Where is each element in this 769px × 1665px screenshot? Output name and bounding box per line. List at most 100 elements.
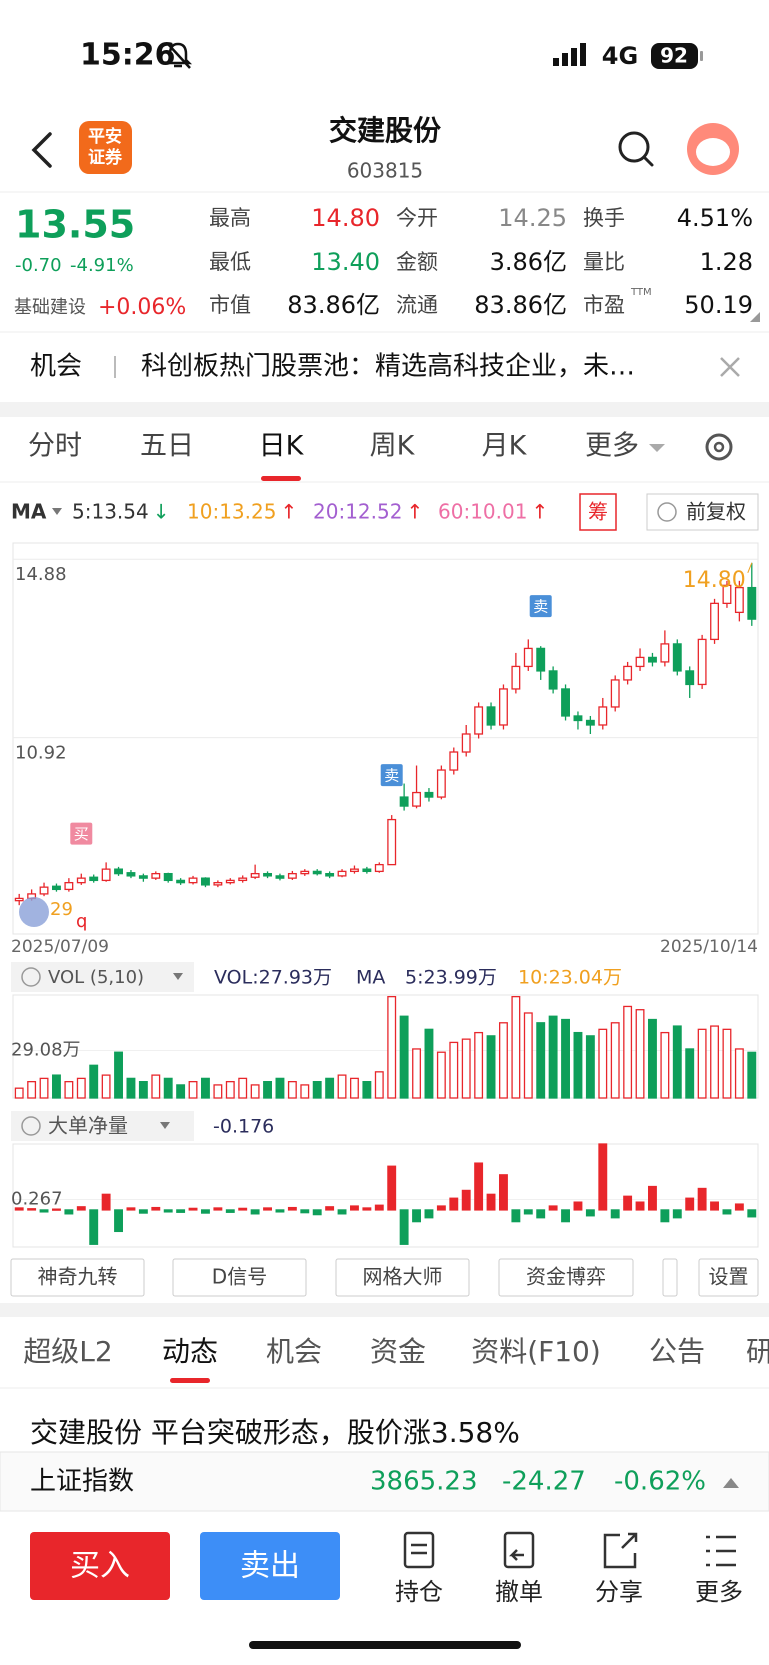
bar: [486, 1035, 496, 1099]
bar: [287, 1081, 297, 1099]
search-button[interactable]: [618, 131, 650, 163]
action-label[interactable]: 撤单: [495, 1578, 543, 1606]
info-tab[interactable]: 动态: [162, 1335, 218, 1368]
candle-body: [747, 586, 757, 620]
tab[interactable]: 五日: [140, 431, 194, 462]
ma-trend: ↑: [531, 500, 548, 524]
network: 4G: [602, 42, 638, 70]
tool-button[interactable]: [10, 1258, 145, 1297]
bar: [561, 1018, 570, 1099]
field-label: 最低: [209, 250, 251, 274]
bar: [710, 1025, 719, 1099]
candle-body: [64, 881, 74, 891]
bar: [350, 1077, 359, 1099]
bar: [561, 1209, 570, 1223]
tool-button[interactable]: [662, 1258, 678, 1297]
bar: [27, 1081, 37, 1099]
tab[interactable]: 周K: [370, 431, 416, 462]
bar: [287, 1206, 297, 1211]
bar: [238, 1207, 248, 1211]
buy-label: 买入: [70, 1549, 130, 1584]
tool-label: D信号: [212, 1265, 267, 1289]
candle-body: [499, 688, 508, 726]
info-tab[interactable]: 机会: [266, 1335, 322, 1368]
overlay-label: q: [76, 911, 87, 932]
action-icons: [403, 1531, 736, 1569]
netflow-frame: [12, 1143, 759, 1248]
info-tabs: 超级L2 动态 机会 资金 资料(F10) 公告 研: [23, 1335, 769, 1383]
candle-body: [648, 656, 657, 663]
ma-label[interactable]: MA: [11, 500, 47, 524]
bar: [499, 1022, 508, 1099]
signal-icon: [553, 43, 586, 66]
action-label[interactable]: 持仓: [395, 1578, 443, 1606]
field-sup: TTM: [630, 287, 652, 298]
mute-icon: [163, 42, 193, 69]
action-label[interactable]: 更多: [695, 1578, 743, 1606]
avatar-face: [696, 138, 730, 166]
x-tick-label: 2025/10/14: [660, 937, 758, 957]
index-bar[interactable]: [0, 1451, 769, 1512]
news-headline[interactable]: 交建股份 平台突破形态，股价涨3.58%: [30, 1416, 520, 1449]
adjust-button[interactable]: [646, 493, 759, 531]
candle-body: [238, 877, 248, 882]
tab[interactable]: 分时: [28, 431, 82, 462]
bar: [138, 1081, 148, 1099]
back-button[interactable]: [31, 132, 52, 168]
action-label[interactable]: 分享: [595, 1578, 643, 1606]
info-tab[interactable]: 公告: [649, 1335, 705, 1368]
candle-body: [623, 665, 633, 681]
bar: [300, 1084, 310, 1099]
bar: [523, 1209, 533, 1215]
sell-button[interactable]: [200, 1532, 340, 1600]
info-tab[interactable]: 超级L2: [23, 1335, 112, 1368]
tab[interactable]: 月K: [482, 431, 528, 462]
chip-button[interactable]: [579, 493, 617, 531]
candle-body: [126, 872, 136, 877]
info-tab[interactable]: 资料(F10): [471, 1335, 601, 1368]
tab[interactable]: 更多: [585, 431, 639, 462]
vol-value: VOL:27.93万: [214, 967, 332, 989]
candle-body: [561, 688, 570, 717]
field-value: 14.25: [498, 204, 567, 232]
bar: [499, 1174, 508, 1211]
bar: [523, 1012, 533, 1099]
tab[interactable]: 日K: [259, 431, 305, 462]
info-tab[interactable]: 研: [746, 1335, 769, 1368]
bar: [672, 1025, 682, 1099]
bar: [213, 1084, 223, 1099]
field-value: 3.86亿: [490, 248, 567, 276]
bar: [660, 1209, 670, 1223]
banner-tag[interactable]: 机会: [30, 352, 82, 382]
bar: [734, 1048, 744, 1099]
banner-close[interactable]: [720, 357, 740, 377]
tool-button[interactable]: [498, 1258, 634, 1297]
field-label: 换手: [583, 206, 625, 230]
bar: [263, 1081, 272, 1099]
bar: [697, 1187, 707, 1211]
tool-button[interactable]: [172, 1258, 307, 1297]
info-tab[interactable]: 资金: [370, 1335, 426, 1368]
settings-button[interactable]: [705, 433, 733, 461]
netflow-chart: 0.267: [11, 1143, 758, 1245]
bar: [722, 1209, 732, 1215]
bar: [461, 1038, 471, 1099]
volume-chart: 29.08万: [11, 995, 758, 1099]
candle-body: [76, 877, 86, 884]
buy-button[interactable]: [30, 1532, 170, 1600]
action-labels: 持仓 撤单 分享 更多: [395, 1578, 743, 1606]
bar: [163, 1209, 173, 1213]
candle-body: [424, 791, 434, 798]
overlay-button[interactable]: [19, 897, 49, 927]
ma-item: 60:10.01: [438, 500, 527, 524]
tool-label: 设置: [709, 1265, 749, 1289]
ma-item: 5:13.54: [72, 500, 149, 524]
indicator-selector[interactable]: [11, 962, 194, 992]
bar: [374, 1204, 384, 1211]
tool-button[interactable]: [698, 1258, 759, 1297]
tool-button[interactable]: [335, 1258, 470, 1297]
section-gap: [0, 1303, 769, 1317]
banner-text[interactable]: 科创板热门股票池：精选高科技企业，未…: [141, 352, 635, 382]
expand-icon[interactable]: [723, 1478, 739, 1488]
field-label: 金额: [396, 250, 438, 274]
